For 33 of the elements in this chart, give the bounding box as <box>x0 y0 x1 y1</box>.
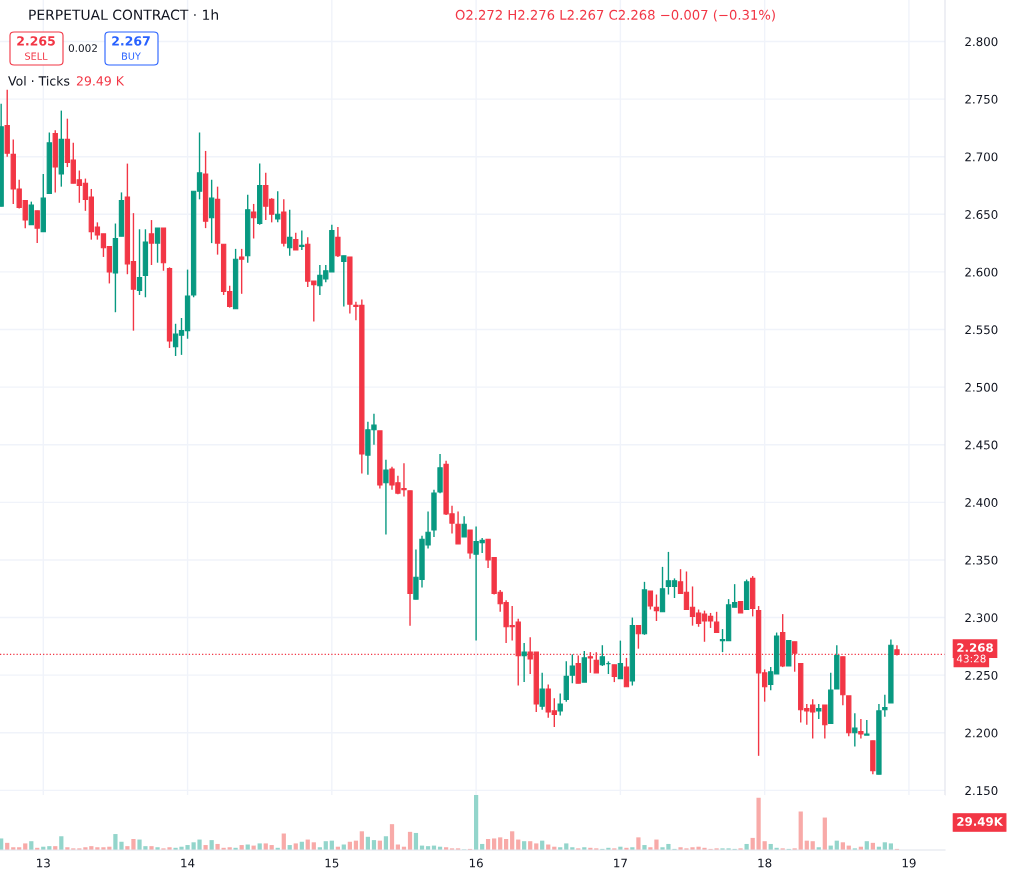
y-tick-label: 2.450 <box>965 440 998 450</box>
annotation: 29.49 K <box>76 76 125 86</box>
x-tick-label: 18 <box>758 858 772 868</box>
x-tick-label: 16 <box>469 858 483 868</box>
ref-line-label: 2.268 <box>957 643 993 653</box>
y-tick-label: 2.300 <box>965 613 998 623</box>
y-tick-label: 2.750 <box>965 94 998 104</box>
annotation: 2.267 <box>112 36 150 46</box>
annotation: SELL <box>25 52 48 60</box>
x-tick-label: 13 <box>37 858 50 868</box>
y-tick-label: 2.550 <box>965 325 998 335</box>
x-tick-label: 17 <box>614 858 627 868</box>
x-tick-label: 14 <box>181 858 195 868</box>
text: 43:28 <box>956 654 986 663</box>
text: PERPETUAL CONTRACT · 1h <box>29 9 218 21</box>
annotation: BUY <box>122 52 141 60</box>
y-tick-label: 2.600 <box>965 267 998 277</box>
chart-title: Vol · Ticks <box>8 75 70 86</box>
y-tick-label: 2.700 <box>965 152 998 162</box>
y-tick-label: 2.400 <box>965 498 998 507</box>
y-tick-label: 2.800 <box>965 37 998 47</box>
annotation: O2.272 H2.276 L2.267 C2.268 −0.007 (−0.31%) <box>455 9 775 22</box>
y-tick-label: 2.200 <box>965 728 998 738</box>
x-tick-label: 19 <box>902 858 916 868</box>
y-tick-label: 2.150 <box>965 786 998 796</box>
annotation: 0.002 <box>68 44 97 53</box>
y-tick-label: 2.350 <box>965 555 998 565</box>
y-tick-label: 2.250 <box>965 670 998 680</box>
y-tick-label: 2.500 <box>965 382 998 392</box>
text: 29.49K <box>957 817 1004 826</box>
y-tick-label: 2.650 <box>965 210 998 219</box>
x-tick-label: 15 <box>325 858 339 868</box>
annotation: 2.265 <box>17 36 55 46</box>
